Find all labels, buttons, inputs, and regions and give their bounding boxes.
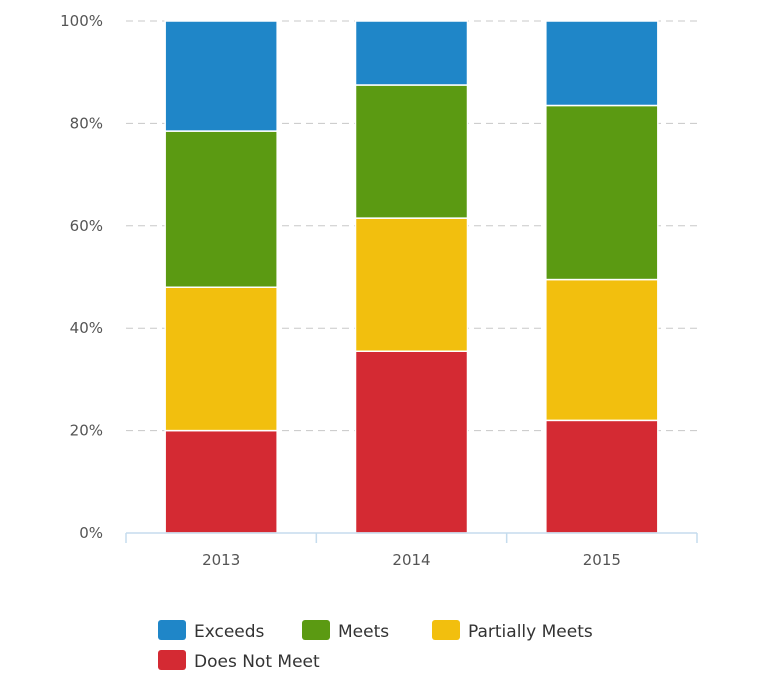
bar-does-not-meet-2013	[164, 429, 278, 534]
bar-partially-meets-2013	[164, 286, 278, 432]
bar-partially-meets-2014	[354, 217, 469, 352]
y-tick-label: 100%	[60, 12, 103, 30]
legend-item-meets: Meets	[302, 620, 389, 642]
legend-swatch-exceeds	[158, 620, 186, 640]
legend-swatch-does-not-meet	[158, 650, 186, 670]
legend-item-exceeds: Exceeds	[158, 620, 265, 642]
y-tick-label: 20%	[70, 422, 103, 440]
y-tick-label: 40%	[70, 319, 103, 337]
bar-exceeds-2013	[164, 20, 278, 132]
bar-meets-2014	[354, 84, 469, 219]
x-tick-label: 2013	[202, 551, 240, 569]
y-tick-label: 60%	[70, 217, 103, 235]
bar-meets-2013	[164, 130, 278, 288]
y-axis-labels: 0% 20% 40% 60% 80% 100%	[60, 12, 103, 542]
legend: Exceeds Meets Partially Meets Does Not Meet	[158, 620, 593, 672]
legend-swatch-partially-meets	[432, 620, 460, 640]
y-tick-label: 80%	[70, 114, 103, 132]
legend-swatch-meets	[302, 620, 330, 640]
bar-exceeds-2014	[354, 20, 469, 86]
bar-exceeds-2015	[545, 20, 659, 107]
bars	[164, 20, 659, 534]
x-axis-labels: 2013 2014 2015	[202, 551, 621, 569]
legend-label-does-not-meet: Does Not Meet	[194, 652, 320, 672]
legend-item-does-not-meet: Does Not Meet	[158, 650, 320, 672]
bar-does-not-meet-2015	[545, 419, 659, 534]
legend-label-partially-meets: Partially Meets	[468, 622, 593, 642]
x-tick-label: 2014	[392, 551, 430, 569]
legend-label-meets: Meets	[338, 622, 389, 642]
legend-label-exceeds: Exceeds	[194, 622, 265, 642]
x-tick-label: 2015	[583, 551, 621, 569]
bar-meets-2015	[545, 104, 659, 281]
legend-item-partially-meets: Partially Meets	[432, 620, 593, 642]
bar-does-not-meet-2014	[354, 350, 469, 534]
bar-partially-meets-2015	[545, 278, 659, 422]
y-tick-label: 0%	[79, 524, 103, 542]
x-axis-ticks	[125, 533, 698, 543]
